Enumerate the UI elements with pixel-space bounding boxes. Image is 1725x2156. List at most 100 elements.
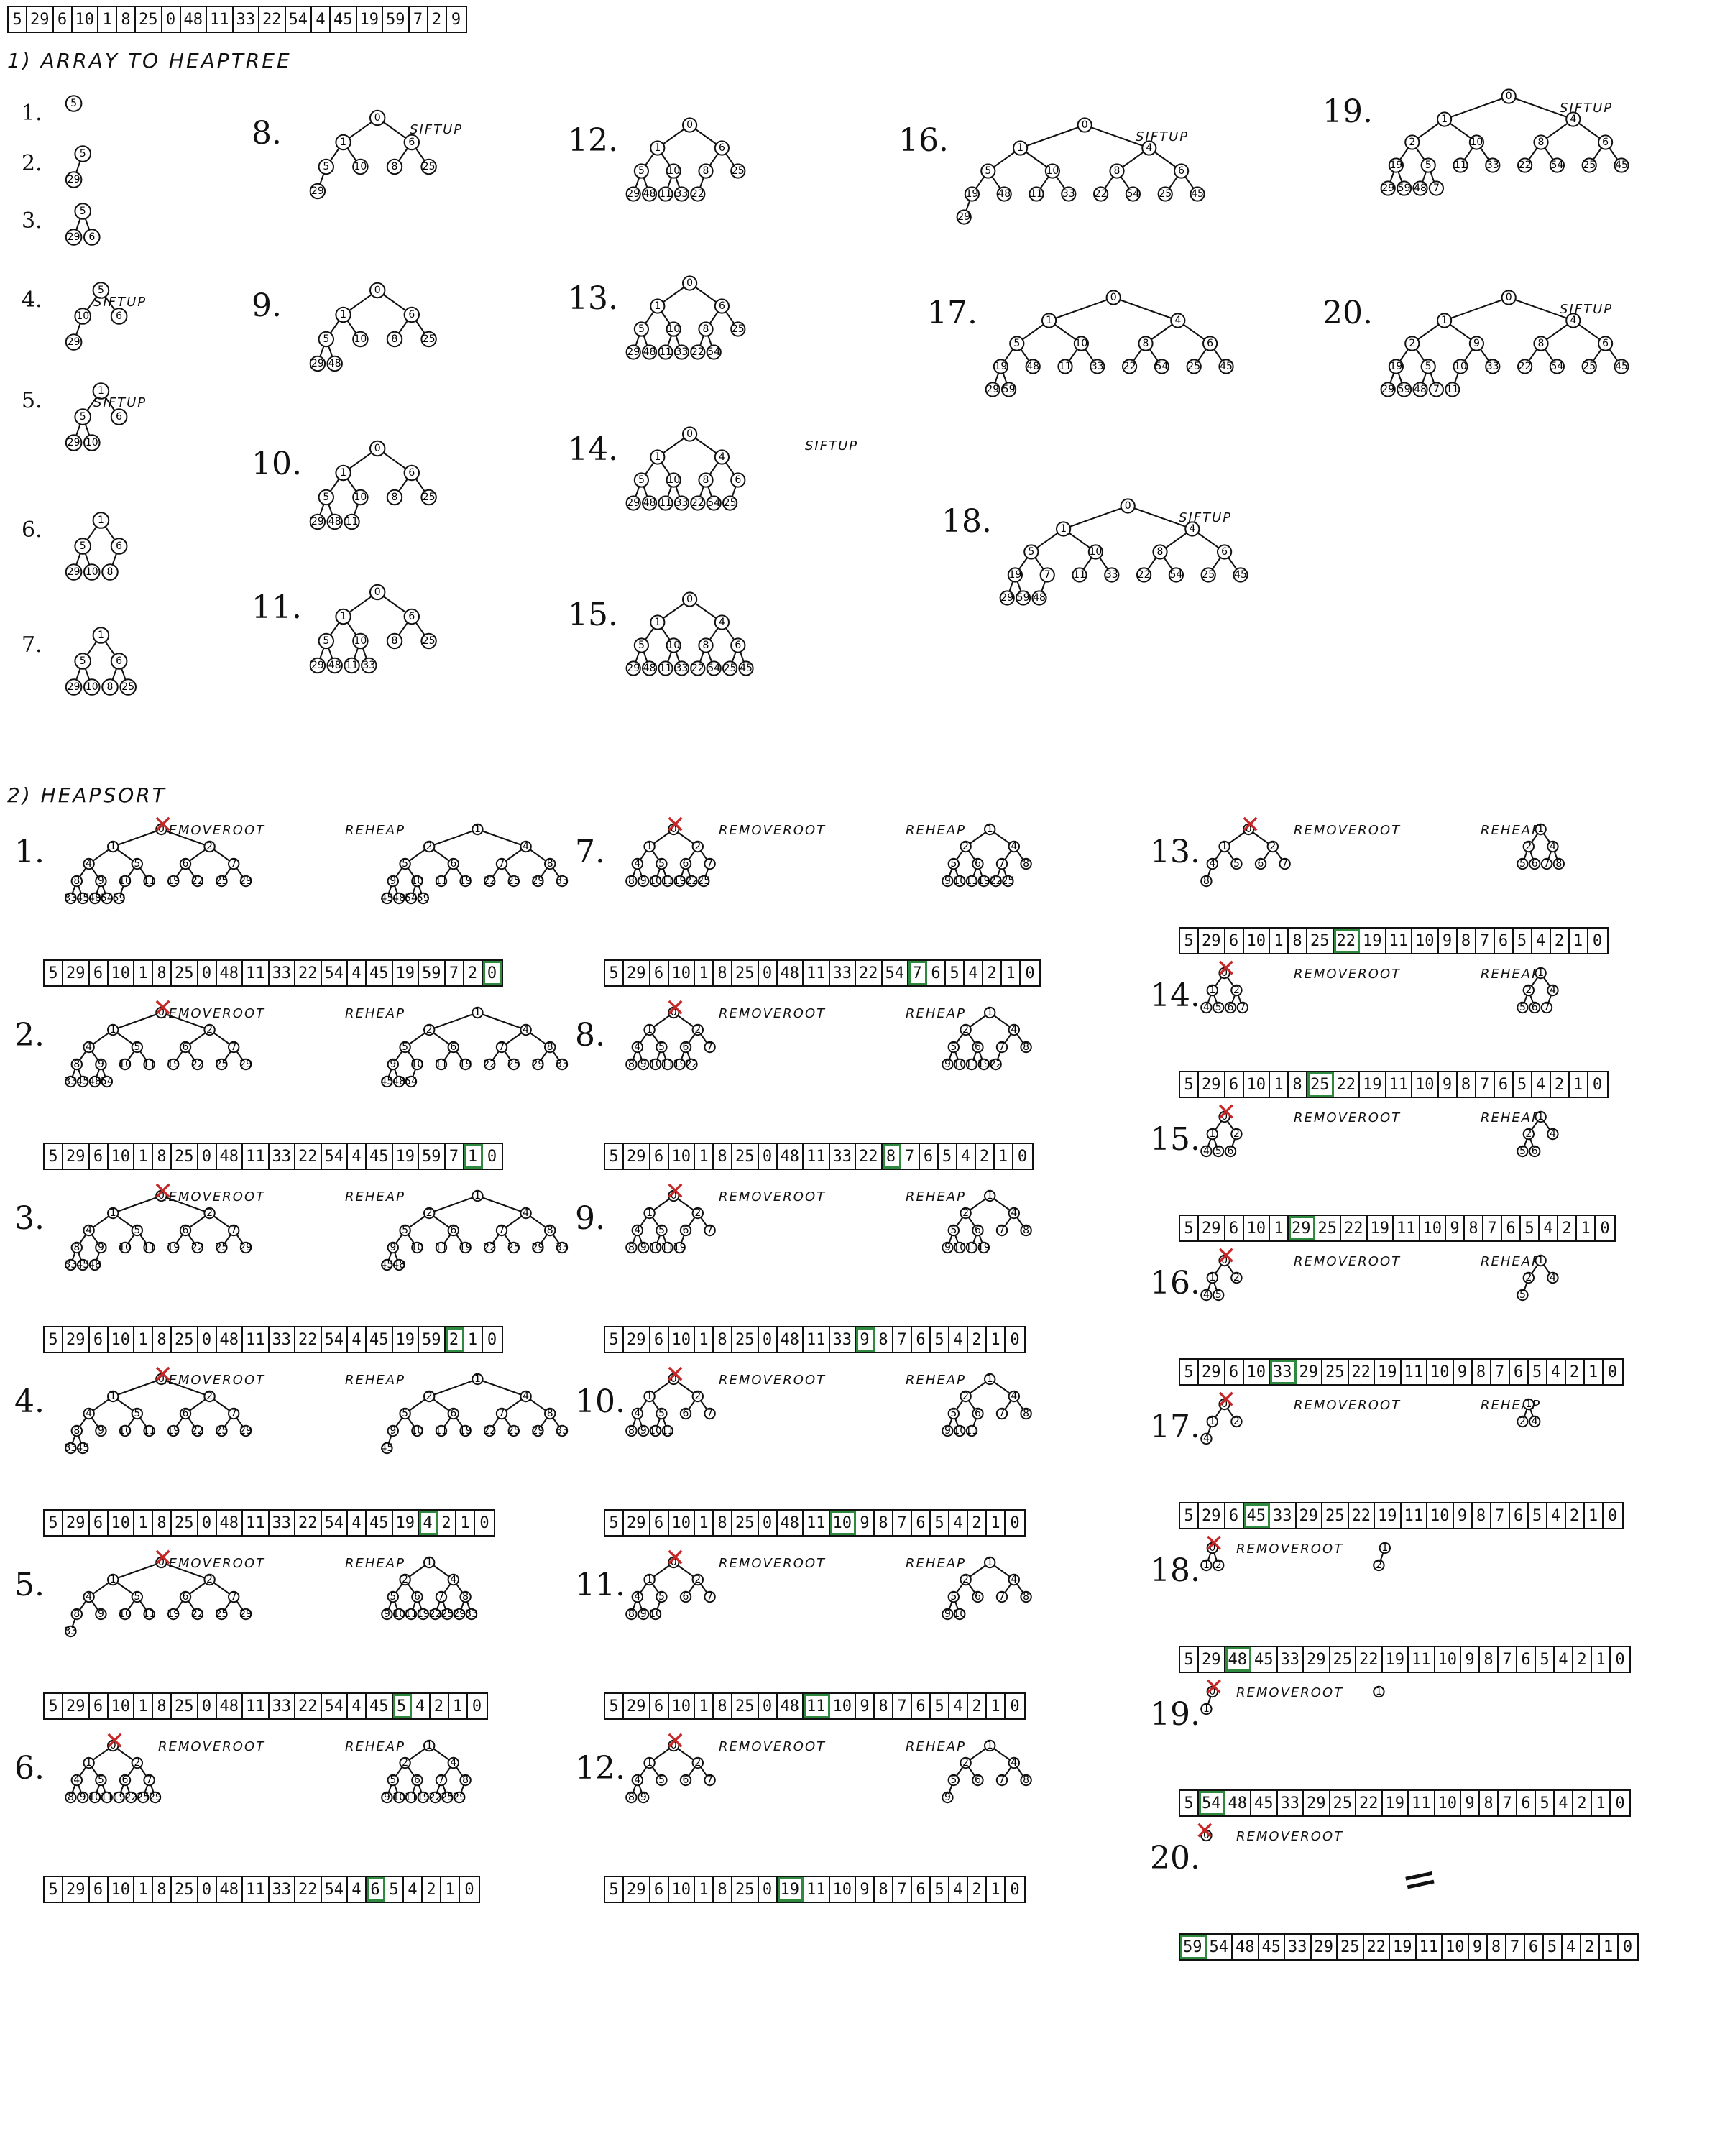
tree-node: 2	[960, 1756, 972, 1769]
part2-array-cell: 10	[830, 1694, 856, 1718]
part2-array-cell: 0	[198, 1694, 217, 1718]
svg-text:7: 7	[146, 1774, 152, 1786]
tree-node: 29	[239, 1608, 252, 1621]
tree-node: 0	[1206, 1685, 1218, 1698]
tree-node: 8	[101, 563, 119, 581]
svg-text:5: 5	[402, 1041, 408, 1053]
svg-text:9: 9	[98, 1059, 104, 1070]
final-equals-mark: =	[1397, 1851, 1443, 1908]
svg-text:8: 8	[547, 1041, 553, 1053]
part2-array-cell: 25	[1307, 1072, 1334, 1097]
part1-step-number: 18.	[942, 503, 992, 540]
svg-text:0: 0	[158, 1373, 165, 1385]
part2-array-cell: 25	[172, 1511, 198, 1535]
svg-text:2: 2	[1525, 1128, 1532, 1140]
part2-array-cell: 1	[695, 1511, 714, 1535]
part2-array-cell: 6	[912, 1694, 931, 1718]
tree-node: 0	[155, 823, 167, 836]
svg-text:4: 4	[719, 451, 725, 463]
part1-step-number: 20.	[1322, 295, 1373, 331]
part2-step-number: 6.	[14, 1750, 45, 1787]
part2-array-cell: 33	[270, 1144, 295, 1169]
svg-text:6: 6	[183, 1041, 189, 1053]
input-array-cell: 54	[286, 7, 312, 32]
tree-node: 6	[679, 1407, 692, 1420]
svg-text:8: 8	[392, 161, 398, 172]
tree-node: 4	[1200, 1145, 1213, 1158]
svg-text:2: 2	[1525, 985, 1532, 996]
svg-text:4: 4	[1570, 315, 1576, 326]
part2-array-cell: 0	[198, 961, 217, 985]
svg-text:6: 6	[683, 1041, 689, 1053]
tree-node: 5	[399, 857, 411, 870]
svg-text:11: 11	[143, 1608, 156, 1620]
svg-text:9: 9	[640, 1792, 647, 1803]
tree-node: 33	[673, 186, 690, 202]
part2-array-cell: 8	[1289, 1072, 1307, 1097]
tree-node: 6	[110, 308, 128, 325]
svg-text:1: 1	[1381, 1542, 1388, 1554]
tree-node: 6	[679, 1041, 692, 1054]
tree-node: 2	[1230, 1271, 1243, 1284]
svg-text:33: 33	[675, 346, 688, 358]
siftup-label: SIFTUP	[1179, 510, 1233, 525]
tree-node: 4	[70, 1774, 83, 1787]
part2-array-cell: 11	[804, 1694, 830, 1718]
svg-text:10: 10	[354, 333, 367, 345]
part2-array-cell: 1	[695, 961, 714, 985]
part2-array-cell: 5	[1544, 1935, 1563, 1959]
tree-node: 7	[995, 1407, 1008, 1420]
tree-node: 5	[399, 1407, 411, 1420]
part1-title: 1) ARRAY TO HEAPTREE	[7, 49, 292, 73]
svg-text:48: 48	[643, 188, 656, 200]
part2-array-cell: 48	[778, 1327, 804, 1352]
part2-array-cell: 22	[295, 1877, 322, 1902]
svg-text:29: 29	[311, 516, 324, 528]
tree-node: 48	[1412, 180, 1428, 196]
svg-text:6: 6	[683, 1774, 689, 1786]
tree-node: 1	[1041, 313, 1057, 328]
reheap-label: REHEAP	[345, 1556, 405, 1571]
removeroot-label: REMOVEROOT	[158, 1739, 266, 1754]
tree-node: 6	[403, 464, 420, 482]
tree-node: 2	[1230, 1128, 1243, 1141]
svg-text:7: 7	[707, 1591, 713, 1603]
tree-node: 33	[1090, 359, 1105, 374]
svg-text:1: 1	[1376, 1686, 1382, 1697]
tree-node: 10	[953, 1058, 966, 1071]
part2-array-cell: 29	[1199, 1072, 1225, 1097]
svg-text:48: 48	[643, 346, 656, 358]
svg-text:5: 5	[1519, 858, 1526, 870]
part2-step-number: 4.	[14, 1383, 45, 1420]
part2-heap-tree: 01 2	[1200, 1542, 1225, 1572]
svg-text:1: 1	[1046, 315, 1052, 326]
part2-array-cell: 22	[295, 961, 322, 985]
svg-text:5: 5	[390, 1591, 396, 1603]
tree-node: 4	[83, 1590, 95, 1603]
tree-node: 10	[83, 678, 101, 696]
tree-node: 11	[658, 186, 673, 202]
tree-node: 1	[335, 464, 351, 482]
reheap-label: REHEAP	[906, 1373, 966, 1388]
tree-node: 0	[682, 275, 698, 291]
tree-node: 6	[119, 1774, 132, 1787]
part2-array-cell: 10	[1427, 1503, 1454, 1528]
tree-node: 22	[483, 1058, 496, 1071]
removeroot-label: REMOVEROOT	[1236, 1829, 1344, 1844]
tree-node: 10	[649, 1424, 662, 1437]
removed-root-cross: ✕	[1195, 1817, 1215, 1846]
tree-node: 10	[83, 563, 101, 581]
tree-node: 8	[544, 1041, 556, 1054]
reheap-label: REHEAP	[906, 1189, 966, 1204]
tree-node: 8	[1200, 875, 1213, 888]
svg-text:5: 5	[950, 1774, 957, 1786]
tree-node: 11	[143, 1241, 156, 1254]
svg-text:6: 6	[975, 858, 981, 870]
tree-node: 8	[70, 1241, 83, 1254]
svg-text:1: 1	[1537, 824, 1544, 835]
part2-array-cell: 9	[1454, 1503, 1473, 1528]
